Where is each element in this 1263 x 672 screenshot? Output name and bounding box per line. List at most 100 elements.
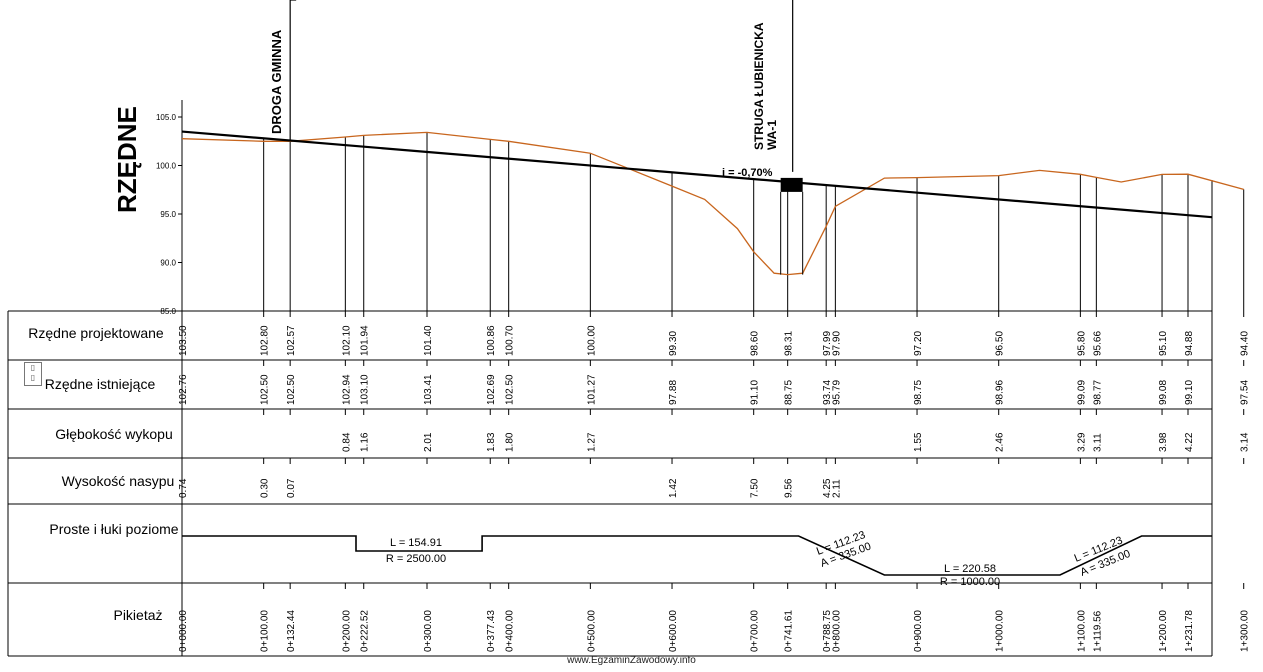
projected-value: 95.80: [1076, 331, 1087, 356]
row-label-chainage: Pikietaż: [113, 607, 162, 623]
row-label-alignment: Proste i łuki poziome: [49, 521, 178, 537]
projected-value: 100.00: [586, 325, 597, 356]
chainage-value: 0+200.00: [341, 610, 352, 652]
projected-value: 94.40: [1240, 331, 1251, 356]
cut-depth-value: 1.83: [486, 432, 497, 452]
margin-glyph-icon: ▯ ▯: [24, 362, 42, 386]
station-vertical-lines: [181, 0, 1245, 589]
projected-value: 98.60: [750, 331, 761, 356]
chainage-value: 0+377.43: [486, 610, 497, 652]
existing-value: 99.08: [1158, 380, 1169, 405]
row-label-projected: Rzędne projektowane: [28, 325, 164, 341]
cut-depth-value: 3.29: [1076, 432, 1087, 452]
existing-value: 97.54: [1240, 380, 1251, 405]
existing-value: 93.74: [822, 380, 833, 405]
chainage-value: 0+400.00: [505, 610, 516, 652]
profile-labels: RZĘDNE DROGA GMINNA STRUGA ŁUBIENICKA WA…: [28, 22, 1132, 623]
existing-value: 98.96: [995, 380, 1006, 405]
chainage-value: 1+119.56: [1092, 610, 1103, 652]
y-tick-label: 90.0: [160, 259, 176, 268]
chainage-value: 0+741.61: [784, 610, 795, 652]
projected-value: 98.31: [784, 331, 795, 356]
projected-value: 95.66: [1092, 331, 1103, 356]
chainage-value: 0+500.00: [586, 610, 597, 652]
projected-value: 100.86: [486, 325, 497, 356]
existing-value: 95.79: [831, 380, 842, 405]
y-tick-label: 100.0: [156, 162, 177, 171]
existing-value: 102.50: [260, 374, 271, 405]
watermark: www.EgzaminZawodowy.info: [567, 655, 696, 666]
fill-height-value: 2.11: [831, 479, 842, 498]
projected-value: 103.50: [178, 325, 189, 356]
y-axis-title: RZĘDNE: [112, 106, 142, 213]
design-grade-line: [181, 130, 1213, 219]
chainage-value: 1+100.00: [1076, 610, 1087, 652]
row-label-fill: Wysokość nasypu: [62, 473, 175, 489]
chainage-value: 0+222.52: [360, 610, 371, 652]
row-label-cut: Głębokość wykopu: [55, 426, 173, 442]
projected-value: 97.20: [913, 331, 924, 356]
projected-value: 95.10: [1158, 331, 1169, 356]
arc1-length-label: L = 154.91: [390, 537, 442, 549]
existing-value: 99.09: [1076, 380, 1087, 405]
chainage-value: 1+200.00: [1158, 610, 1169, 652]
existing-value: 103.41: [423, 374, 434, 405]
chainage-value: 1+000.00: [995, 610, 1006, 652]
fill-height-value: 9.56: [784, 478, 795, 498]
arc1-radius-label: R = 2500.00: [386, 553, 446, 565]
projected-value: 97.99: [822, 331, 833, 356]
existing-value: 102.50: [286, 374, 297, 405]
existing-value: 98.77: [1092, 380, 1103, 405]
y-axis-ticks: 105.0 100.0 95.0 90.0 85.0: [156, 113, 182, 316]
table-values: 103.50 102.80 102.57 102.10 101.94 101.40 100.…: [178, 325, 1251, 652]
row-label-existing: Rzędne istniejące: [45, 376, 156, 392]
chainage-value: 0+300.00: [423, 610, 434, 652]
existing-value: 98.75: [913, 380, 924, 405]
arc2-length-label: L = 220.58: [944, 563, 996, 575]
y-tick-label: 85.0: [160, 307, 176, 316]
profile-curves: [181, 130, 1244, 276]
chainage-value: 0+700.00: [750, 610, 761, 652]
existing-value: 103.10: [360, 374, 371, 405]
cut-depth-value: 2.01: [423, 432, 434, 452]
cut-depth-value: 3.14: [1240, 432, 1251, 452]
fill-height-value: 1.42: [668, 478, 679, 498]
arc2-radius-label: R = 1000.00: [940, 576, 1000, 588]
projected-value: 101.94: [360, 325, 371, 356]
y-tick-label: 95.0: [160, 210, 176, 219]
cut-depth-value: 1.16: [360, 432, 371, 452]
projected-value: 97.90: [831, 331, 842, 356]
cut-depth-value: 1.55: [913, 432, 924, 452]
existing-value: 102.94: [341, 374, 352, 405]
projected-value: 101.40: [423, 325, 434, 356]
existing-value: 88.75: [784, 380, 795, 405]
fill-height-value: 7.50: [750, 478, 761, 498]
chainage-value: 1+300.00: [1240, 610, 1251, 652]
horizontal-alignment-diagram: [182, 535, 1212, 576]
fill-height-value: 4.25: [822, 478, 833, 498]
culvert-box: [780, 177, 803, 192]
cut-depth-value: 3.11: [1092, 433, 1103, 452]
existing-value: 97.88: [668, 380, 679, 405]
projected-value: 96.50: [995, 331, 1006, 356]
projected-value: 94.88: [1184, 331, 1195, 356]
chainage-value: 0+900.00: [913, 610, 924, 652]
existing-value: 101.27: [586, 374, 597, 405]
fill-height-value: 0.30: [260, 478, 271, 498]
chainage-value: 0+000.00: [178, 610, 189, 652]
projected-value: 102.57: [286, 325, 297, 356]
existing-value: 102.69: [486, 374, 497, 405]
existing-value: 102.76: [178, 374, 189, 405]
cut-depth-value: 2.46: [995, 432, 1006, 452]
existing-value: 99.10: [1184, 380, 1195, 405]
chainage-value: 1+231.78: [1184, 610, 1195, 652]
y-tick-label: 105.0: [156, 113, 177, 122]
existing-value: 91.10: [750, 380, 761, 405]
cut-depth-value: 0.84: [341, 432, 352, 452]
existing-ground-line: [181, 131, 1244, 276]
chainage-value: 0+600.00: [668, 610, 679, 652]
alignment-polyline: [182, 535, 1212, 576]
chainage-value: 0+132.44: [286, 610, 297, 652]
projected-value: 102.10: [341, 325, 352, 356]
